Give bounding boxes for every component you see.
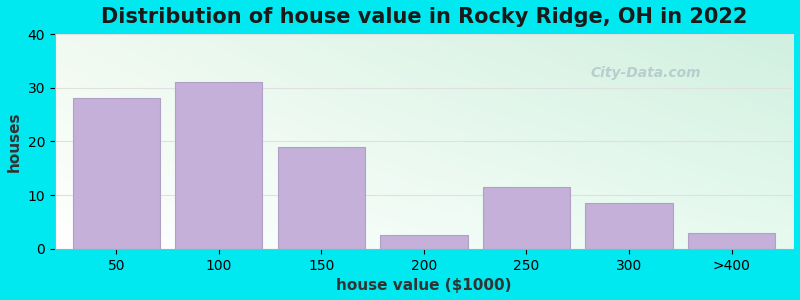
Bar — [688, 233, 775, 249]
Text: City-Data.com: City-Data.com — [590, 66, 701, 80]
X-axis label: house value ($1000): house value ($1000) — [336, 278, 512, 293]
Bar — [73, 98, 160, 249]
Bar — [175, 82, 262, 249]
Title: Distribution of house value in Rocky Ridge, OH in 2022: Distribution of house value in Rocky Rid… — [101, 7, 747, 27]
Bar — [278, 147, 365, 249]
Bar — [380, 236, 467, 249]
Bar — [586, 203, 673, 249]
Bar — [483, 187, 570, 249]
Y-axis label: houses: houses — [7, 111, 22, 172]
